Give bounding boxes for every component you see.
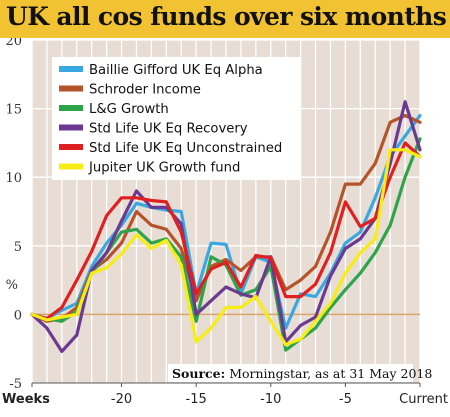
series-line: [30, 141, 422, 321]
y-axis-label: %: [6, 278, 18, 293]
source-text: Source: Morningstar, as at 31 May 2018: [172, 366, 432, 381]
x-tick-label: -10: [260, 392, 281, 407]
y-tick-label: 15: [5, 103, 22, 118]
line-chart: -5 0 5 10 15 20 % Weeks -20 -15 -10 -5 Current Bai…: [2, 38, 448, 407]
y-tick-label: -5: [9, 377, 22, 392]
legend-label: Jupiter UK Growth fund: [88, 161, 240, 176]
y-tick-label: 20: [5, 38, 22, 49]
legend-label: Std Life UK Eq Recovery: [89, 122, 248, 137]
x-tick-label: -5: [339, 392, 352, 407]
source-value: Morningstar, as at 31 May 2018: [229, 366, 432, 381]
y-tick-label: 5: [14, 240, 22, 255]
legend-swatch: [59, 124, 83, 131]
x-axis: Weeks -20 -15 -10 -5 Current: [2, 382, 448, 407]
legend-swatch: [59, 66, 83, 72]
legend-label: Schroder Income: [89, 83, 201, 98]
chart-title: UK all cos funds over six months: [6, 2, 447, 31]
y-axis: -5 0 5 10 15 20: [5, 38, 22, 392]
y-tick-label: 0: [14, 308, 22, 323]
legend-swatch: [59, 163, 83, 170]
x-tick-label: -20: [111, 392, 132, 407]
series-line: [30, 100, 422, 353]
source-background: [168, 364, 413, 382]
legend-label: Baillie Gifford UK Eq Alpha: [89, 63, 263, 78]
legend-swatch: [59, 85, 83, 92]
series-lines: [30, 100, 422, 353]
series-line: [30, 148, 422, 347]
legend-swatch: [59, 105, 83, 111]
source-label: Source:: [172, 366, 225, 381]
legend-box: [52, 57, 300, 180]
title-bar: UK all cos funds over six months: [0, 0, 450, 38]
legend: Baillie Gifford UK Eq Alpha Schroder Inco…: [52, 57, 300, 180]
x-tick-label: -15: [186, 392, 207, 407]
x-tick-label: Current: [399, 392, 448, 407]
series-line: [30, 113, 422, 330]
x-tick-label: Weeks: [2, 392, 50, 407]
source-note: Source: Morningstar, as at 31 May 2018: [168, 364, 432, 382]
legend-label: Std Life UK Eq Unconstrained: [89, 141, 282, 156]
y-tick-label: 10: [5, 171, 22, 186]
legend-label: L&G Growth: [89, 102, 169, 117]
legend-swatch: [59, 144, 83, 150]
